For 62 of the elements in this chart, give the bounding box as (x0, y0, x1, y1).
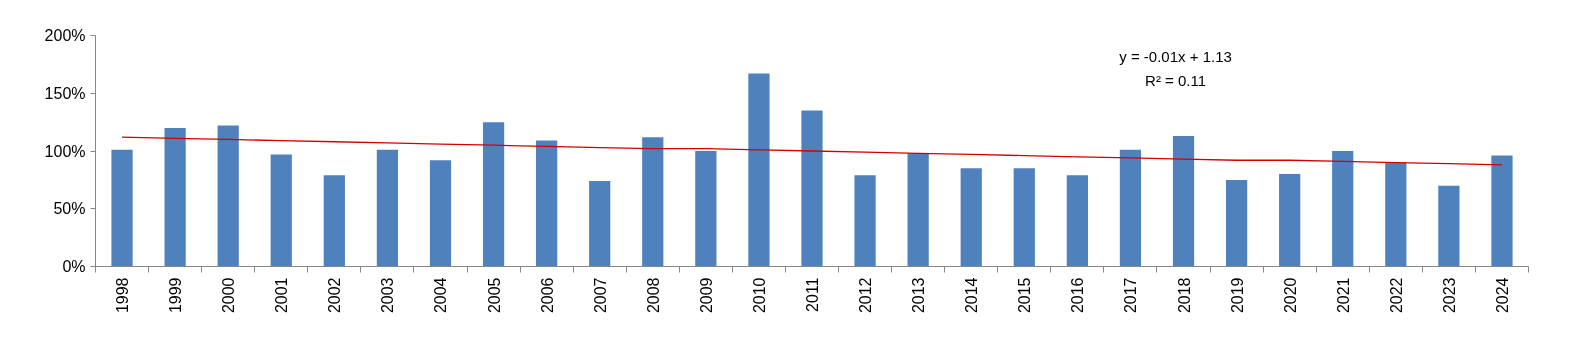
bar (960, 168, 982, 267)
annotation: y = -0.01x + 1.13 (1119, 47, 1232, 65)
x-tick-label: 2022 (1387, 277, 1405, 314)
annotation: R² = 0.11 (1145, 72, 1207, 90)
x-tick-label: 2018 (1175, 277, 1193, 314)
bar (854, 175, 876, 267)
bar (376, 149, 399, 267)
bar (589, 181, 611, 267)
x-tick-label: 2017 (1122, 277, 1140, 314)
bar (1385, 162, 1407, 267)
bar (695, 151, 717, 267)
y-tick-label: 0% (62, 258, 86, 275)
x-tick-label: 2012 (857, 277, 875, 314)
bar (907, 153, 929, 267)
bar (111, 149, 133, 267)
bar (642, 137, 664, 267)
y-tick-label: 150% (44, 84, 86, 102)
bar (1172, 135, 1195, 267)
x-tick-label: 2024 (1493, 277, 1511, 314)
y-tick-label: 200% (44, 27, 86, 44)
x-tick-label: 2014 (963, 277, 981, 314)
bar (1438, 185, 1460, 267)
bar (1332, 151, 1354, 267)
x-tick-label: 2003 (379, 277, 397, 314)
bar (164, 127, 186, 267)
bar (482, 122, 505, 267)
x-tick-label: 2004 (432, 277, 450, 314)
bar (1279, 174, 1301, 267)
x-tick-label: 2019 (1228, 277, 1246, 314)
x-tick-label: 2015 (1016, 277, 1034, 314)
bar (536, 140, 558, 267)
y-tick-label: 100% (44, 142, 86, 160)
x-tick-label: 2005 (485, 277, 503, 314)
bar (217, 125, 239, 267)
bar (429, 160, 452, 267)
bar (323, 175, 345, 267)
bar (270, 154, 292, 267)
x-tick-label: 2009 (697, 277, 715, 314)
x-tick-label: 1999 (167, 277, 185, 314)
bar (1225, 179, 1248, 267)
x-tick-label: 2006 (538, 277, 556, 314)
bar (1066, 175, 1088, 267)
x-tick-label: 2000 (220, 277, 238, 314)
bar (801, 110, 823, 267)
x-tick-label: 2020 (1281, 277, 1299, 314)
bar (748, 73, 770, 267)
x-tick-label: 2010 (750, 277, 768, 314)
x-tick-label: 2023 (1440, 277, 1458, 314)
x-tick-label: 2021 (1334, 277, 1352, 314)
y-tick-label: 50% (53, 200, 86, 218)
x-tick-label: 2001 (273, 277, 291, 314)
x-tick-label: 2008 (644, 277, 662, 314)
line-series (121, 136, 1503, 166)
x-tick-label: 2007 (591, 277, 609, 314)
x-tick-label: 2002 (326, 277, 344, 314)
x-tick-label: 2013 (910, 277, 928, 314)
x-tick-label: 2011 (804, 277, 821, 312)
bar (1491, 155, 1513, 267)
x-tick-label: 1998 (114, 277, 132, 314)
bar (1119, 149, 1142, 267)
x-tick-label: 2016 (1069, 277, 1087, 314)
bar (1013, 168, 1035, 267)
